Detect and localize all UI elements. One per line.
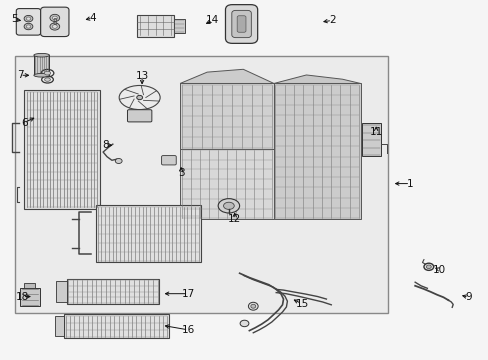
Text: 4: 4 — [89, 13, 96, 23]
Polygon shape — [180, 69, 273, 84]
Bar — [34, 55, 49, 75]
Text: 6: 6 — [21, 118, 27, 128]
Polygon shape — [273, 75, 360, 84]
FancyBboxPatch shape — [127, 110, 152, 122]
Bar — [180, 84, 273, 149]
Ellipse shape — [24, 15, 33, 22]
Ellipse shape — [423, 263, 433, 270]
Ellipse shape — [26, 25, 31, 28]
Text: 15: 15 — [295, 299, 308, 309]
FancyBboxPatch shape — [237, 16, 245, 32]
Bar — [20, 288, 40, 306]
Text: 12: 12 — [228, 215, 241, 224]
FancyBboxPatch shape — [231, 10, 251, 38]
Ellipse shape — [34, 73, 49, 77]
Bar — [56, 281, 66, 302]
Ellipse shape — [52, 16, 57, 20]
Text: 16: 16 — [182, 325, 195, 335]
FancyBboxPatch shape — [225, 5, 257, 43]
Ellipse shape — [44, 78, 50, 81]
Ellipse shape — [240, 320, 248, 327]
FancyBboxPatch shape — [41, 7, 69, 37]
Bar — [24, 90, 100, 209]
Text: 8: 8 — [52, 18, 57, 27]
Text: 1: 1 — [406, 179, 413, 189]
Text: 17: 17 — [182, 289, 195, 299]
Text: 5: 5 — [11, 14, 18, 24]
Ellipse shape — [218, 199, 239, 213]
FancyBboxPatch shape — [161, 156, 176, 165]
Text: 13: 13 — [135, 71, 148, 81]
Text: 10: 10 — [432, 265, 445, 275]
Ellipse shape — [26, 17, 31, 20]
Bar — [137, 15, 173, 37]
Text: 14: 14 — [206, 15, 219, 26]
Text: 7: 7 — [17, 70, 23, 80]
Bar — [55, 316, 64, 336]
Ellipse shape — [24, 23, 33, 30]
FancyBboxPatch shape — [16, 9, 41, 35]
Ellipse shape — [250, 304, 255, 308]
Bar — [180, 149, 273, 220]
Text: 2: 2 — [328, 15, 335, 26]
Bar — [24, 283, 35, 288]
Ellipse shape — [34, 53, 49, 57]
Ellipse shape — [50, 23, 60, 30]
Ellipse shape — [115, 158, 122, 163]
Bar — [66, 279, 159, 304]
Text: 11: 11 — [369, 127, 382, 136]
Text: 18: 18 — [16, 292, 29, 302]
Ellipse shape — [44, 71, 51, 75]
Bar — [15, 56, 387, 313]
Bar — [361, 123, 380, 156]
Ellipse shape — [426, 265, 430, 269]
Ellipse shape — [223, 202, 234, 210]
Ellipse shape — [137, 95, 142, 100]
Ellipse shape — [52, 25, 57, 28]
Bar — [64, 315, 168, 338]
Bar — [173, 19, 184, 33]
Text: 8: 8 — [102, 140, 109, 150]
Text: 3: 3 — [178, 168, 184, 178]
Bar — [96, 205, 200, 262]
Ellipse shape — [50, 14, 60, 22]
Text: 9: 9 — [465, 292, 471, 302]
Ellipse shape — [248, 302, 258, 310]
Bar — [273, 84, 360, 220]
